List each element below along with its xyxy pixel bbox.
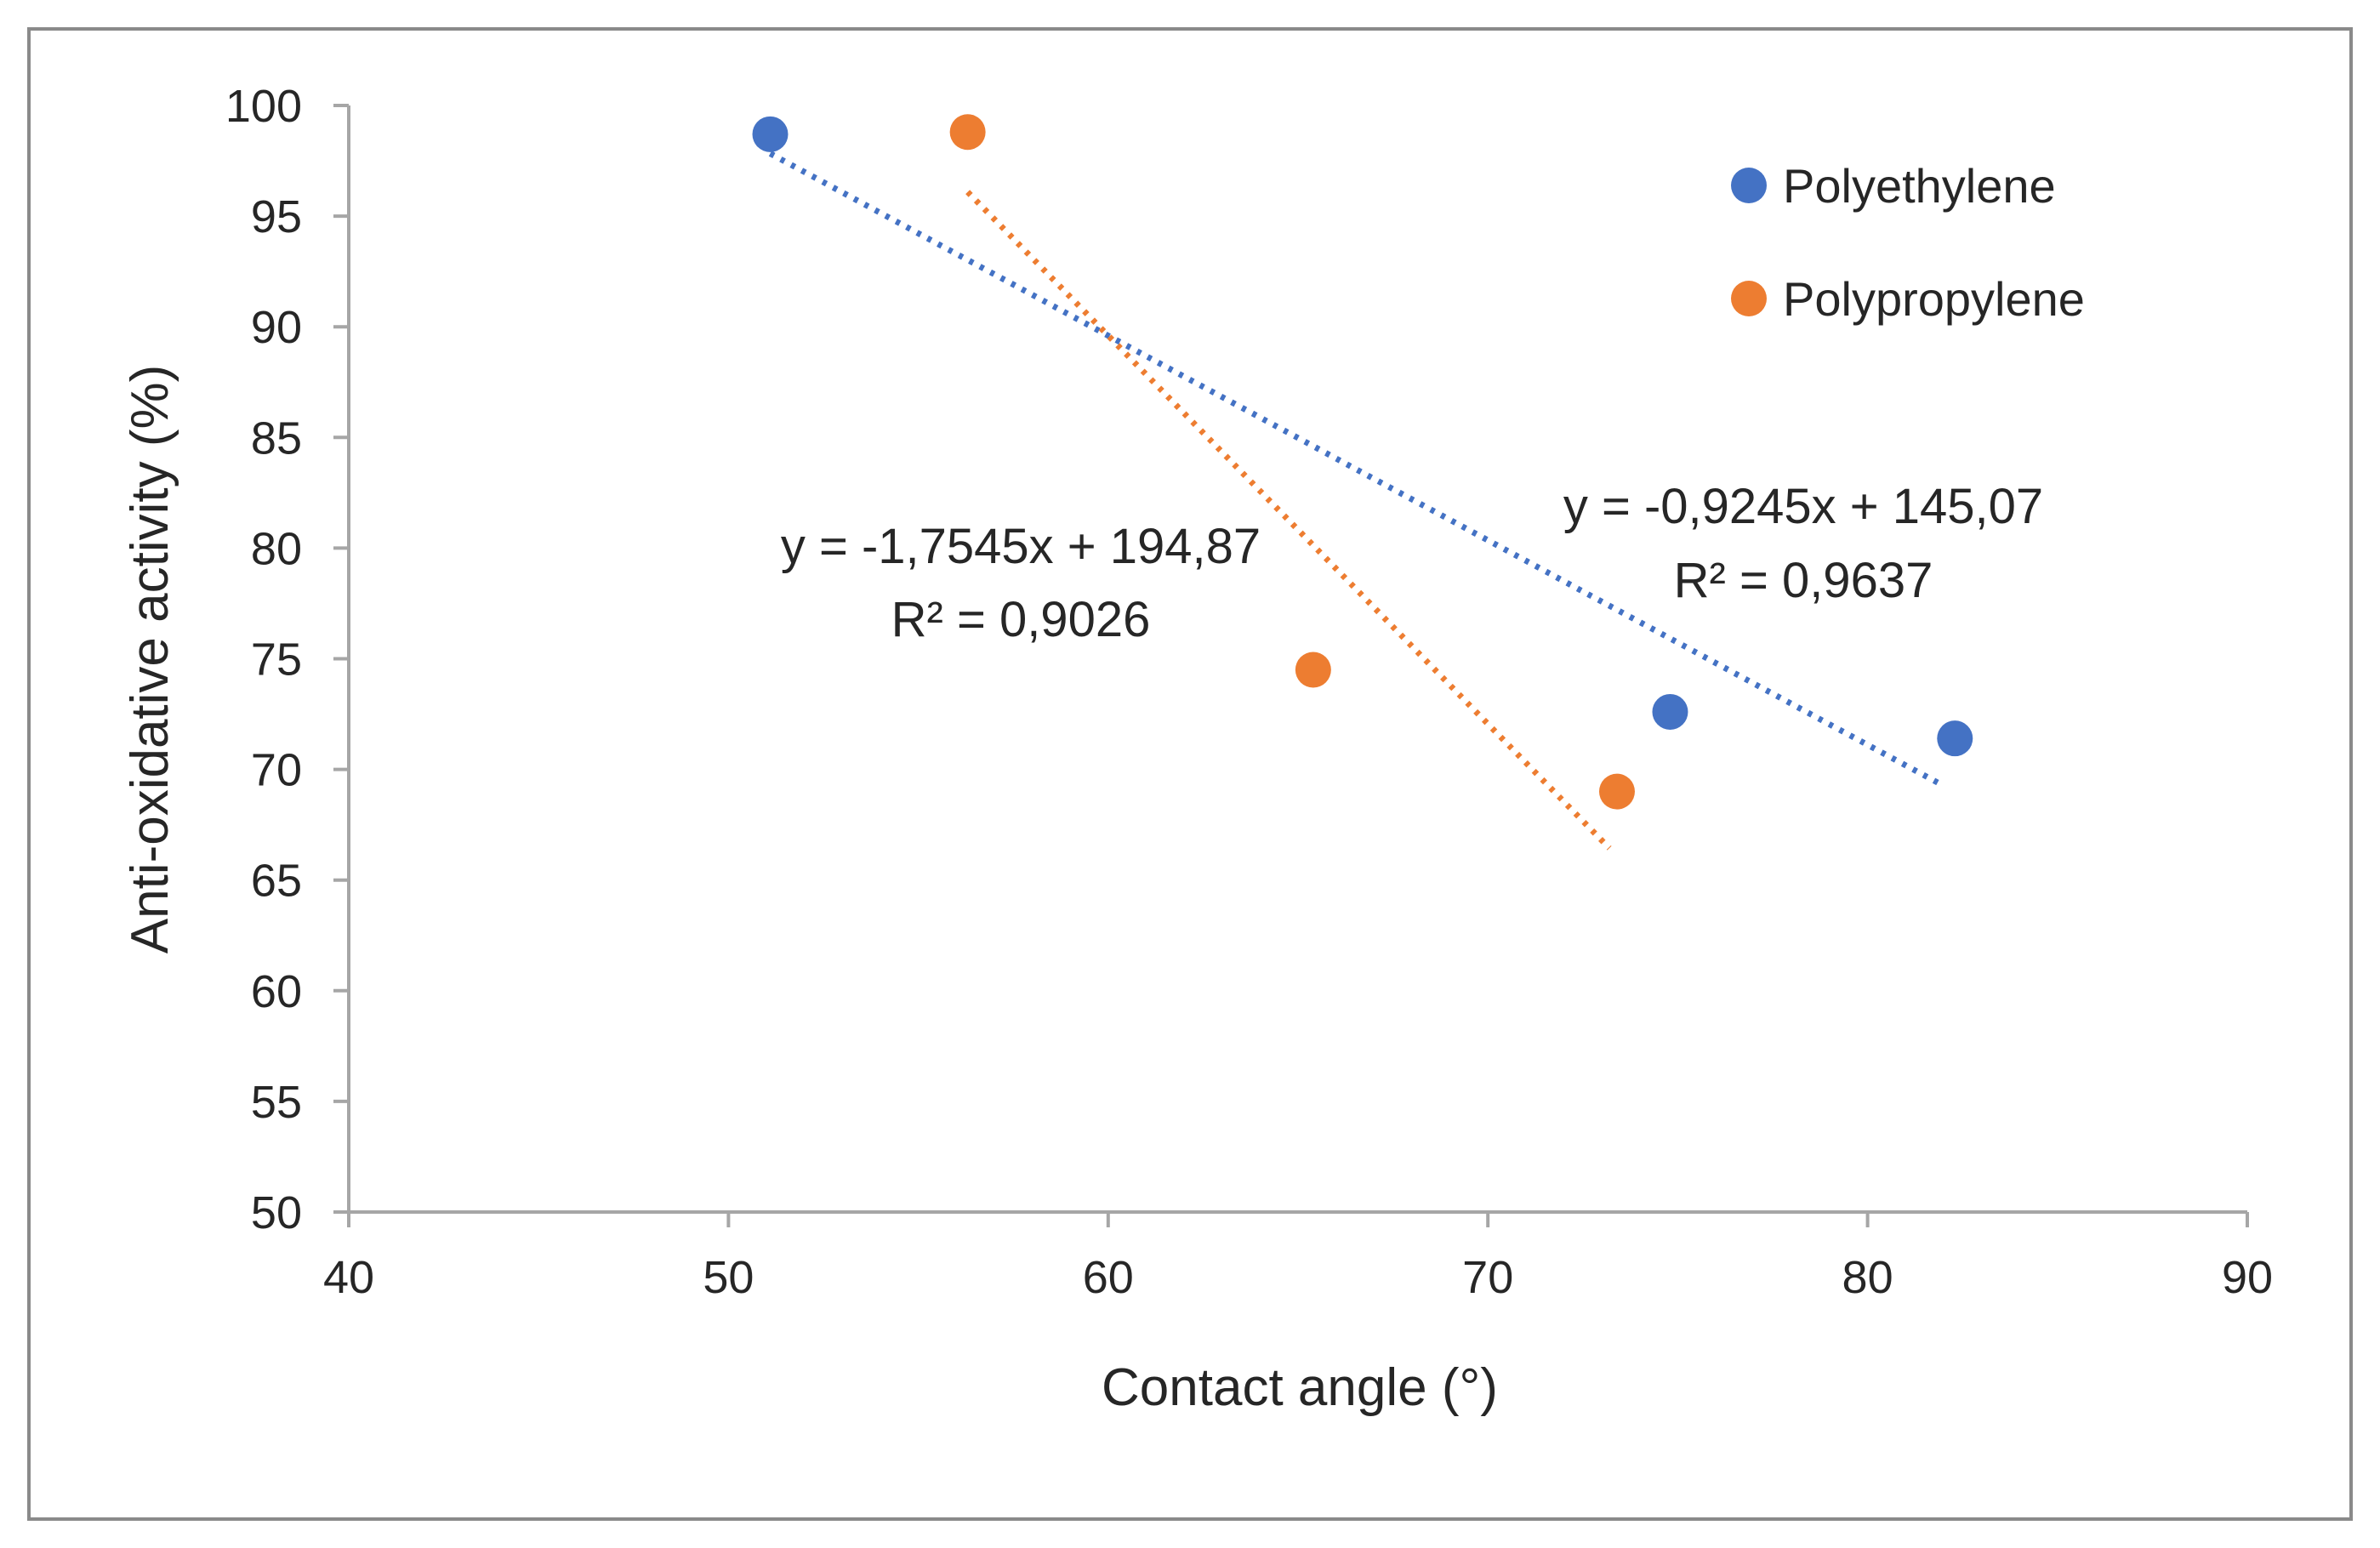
data-point-polyethylene — [752, 116, 789, 152]
y-tick-label: 75 — [251, 635, 302, 686]
pp-r2-text: R² = 0,9026 — [891, 592, 1151, 647]
data-point-polypropylene — [949, 114, 986, 151]
axes: 40 50 60 70 80 90 50 55 60 65 70 75 80 85 90 95 100 — [225, 81, 2273, 1303]
x-tick-label: 90 — [2222, 1252, 2273, 1303]
trendline-polypropylene — [965, 190, 1612, 851]
y-tick-label: 90 — [251, 302, 302, 353]
data-points — [752, 114, 1973, 810]
x-tick-label: 70 — [1462, 1252, 1513, 1303]
chart-frame — [27, 27, 2353, 1521]
x-tick-label: 80 — [1842, 1252, 1893, 1303]
y-tick-label: 65 — [251, 856, 302, 907]
y-tick-label: 60 — [251, 966, 302, 1017]
y-tick-label: 85 — [251, 413, 302, 464]
trendline-polyethylene — [768, 151, 1945, 788]
y-axis-title: Anti-oxidative activity (%) — [121, 365, 179, 954]
pp-equation-text: y = -1,7545x + 194,87 — [781, 519, 1261, 574]
data-point-polypropylene — [1295, 652, 1331, 688]
data-point-polyethylene — [1937, 720, 1973, 757]
x-axis-title: Contact angle (°) — [1102, 1358, 1498, 1417]
pe-r2-text: R² = 0,9637 — [1674, 553, 1933, 608]
legend-marker-polyethylene — [1731, 168, 1767, 203]
y-tick-label: 95 — [251, 191, 302, 242]
y-tick-label: 70 — [251, 745, 302, 796]
x-tick-label: 60 — [1083, 1252, 1134, 1303]
data-point-polyethylene — [1652, 693, 1688, 730]
x-tick-label: 50 — [703, 1252, 754, 1303]
legend-label-polypropylene: Polypropylene — [1783, 272, 2085, 326]
y-tick-label: 100 — [225, 81, 302, 132]
legend-marker-polypropylene — [1731, 281, 1767, 316]
pe-equation-text: y = -0,9245x + 145,07 — [1563, 479, 2043, 534]
x-tick-label: 40 — [323, 1252, 374, 1303]
y-tick-label: 50 — [251, 1187, 302, 1238]
y-tick-label: 80 — [251, 523, 302, 574]
trendlines — [768, 151, 1945, 851]
trendline-equations: y = -0,9245x + 145,07 R² = 0,9637 y = -1… — [781, 479, 2043, 647]
y-tick-label: 55 — [251, 1077, 302, 1128]
data-point-polypropylene — [1598, 773, 1635, 810]
legend: Polyethylene Polypropylene — [1731, 159, 2085, 326]
legend-label-polyethylene: Polyethylene — [1783, 159, 2056, 213]
